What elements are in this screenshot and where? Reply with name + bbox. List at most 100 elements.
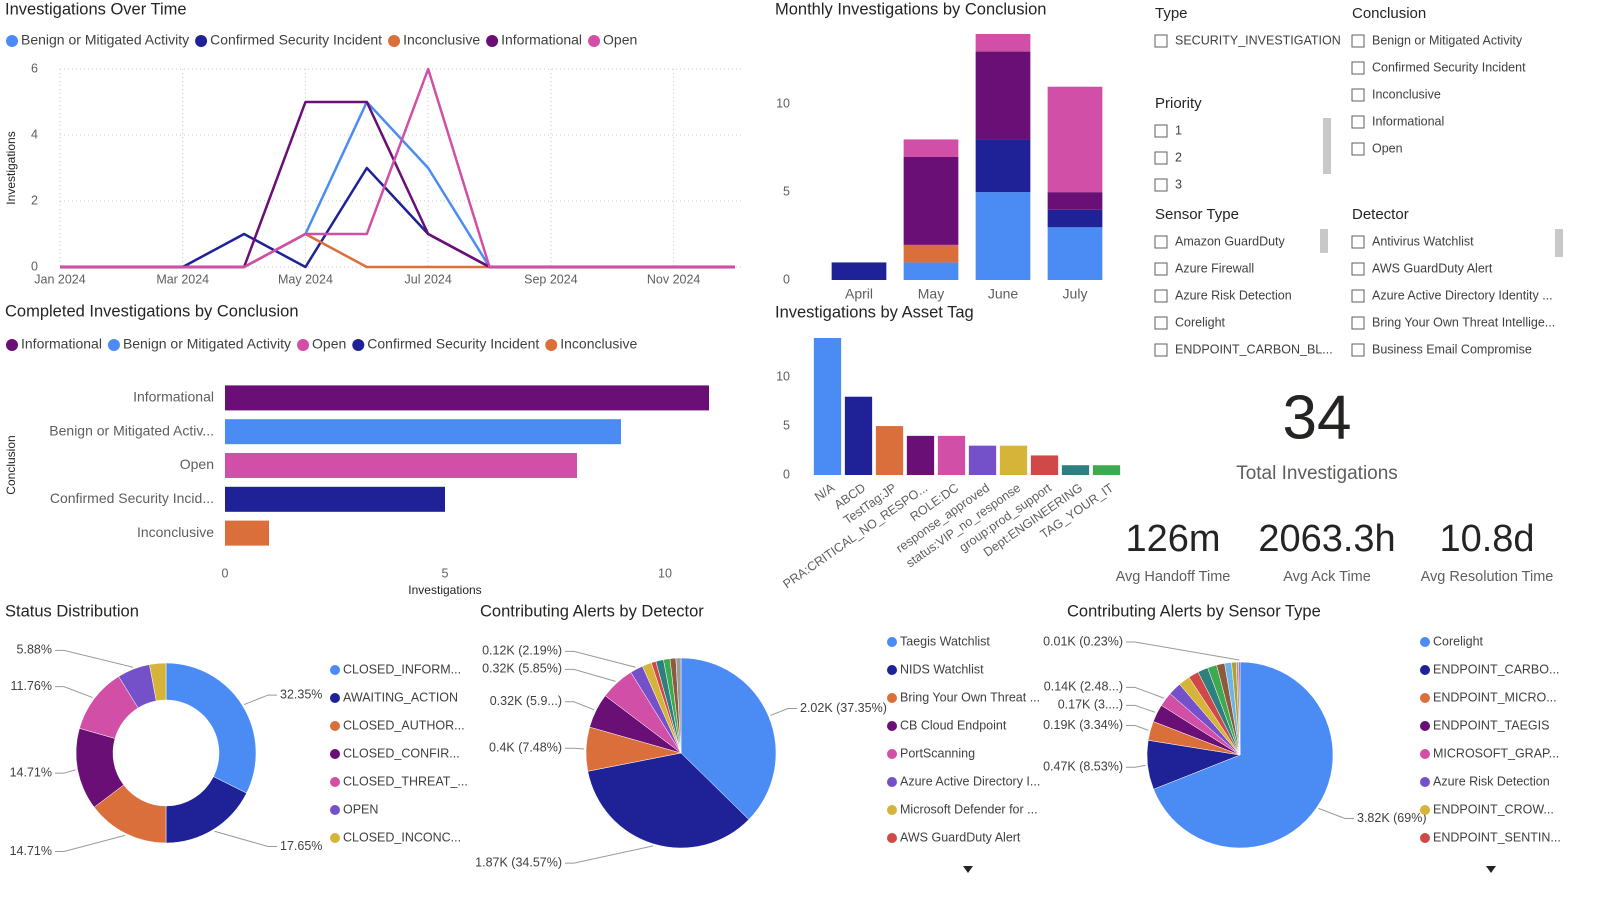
checkbox[interactable] <box>1154 178 1168 192</box>
pie-slice <box>587 752 750 849</box>
slicer-item[interactable]: Benign or Mitigated Activity <box>1372 33 1523 47</box>
checkbox[interactable] <box>1154 151 1168 165</box>
y-tick-label: Inconclusive <box>137 524 214 540</box>
slicer-item[interactable]: 3 <box>1175 177 1182 191</box>
legend-label: CLOSED_INFORM... <box>343 662 461 676</box>
chart-title: Investigations Over Time <box>5 0 187 18</box>
legend-label: Bring Your Own Threat ... <box>900 690 1040 704</box>
legend-marker <box>330 721 340 731</box>
legend-marker <box>1420 637 1430 647</box>
bar-segment <box>903 157 959 245</box>
legend-marker <box>1420 693 1430 703</box>
data-label: 17.65% <box>280 839 322 853</box>
legend-marker <box>887 777 897 787</box>
pie-slice <box>1238 661 1241 756</box>
checkbox[interactable] <box>1351 316 1365 330</box>
checkbox[interactable] <box>1351 262 1365 276</box>
slicer-item[interactable]: Business Email Compromise <box>1372 342 1532 356</box>
legend-marker <box>486 35 499 47</box>
kpi-value: 2063.3h <box>1258 518 1395 560</box>
data-label: 0.32K (5.85%) <box>482 662 562 676</box>
legend-marker <box>330 665 340 675</box>
slicer-item[interactable]: Amazon GuardDuty <box>1175 234 1286 248</box>
checkbox[interactable] <box>1351 343 1365 357</box>
legend-more-arrow[interactable] <box>963 866 973 873</box>
slicer-item[interactable]: Informational <box>1372 114 1444 128</box>
checkbox[interactable] <box>1351 289 1365 303</box>
legend-more-arrow[interactable] <box>1486 866 1496 873</box>
scrollbar[interactable] <box>1555 229 1563 257</box>
checkbox[interactable] <box>1154 316 1168 330</box>
slicer-item[interactable]: Inconclusive <box>1372 87 1441 101</box>
slicer-item[interactable]: Azure Firewall <box>1175 261 1254 275</box>
legend-label: CLOSED_INCONC... <box>343 830 461 844</box>
checkbox[interactable] <box>1351 115 1365 129</box>
slicer-title: Conclusion <box>1352 5 1426 22</box>
legend-label: AWS GuardDuty Alert <box>900 830 1021 844</box>
y-tick-label: Benign or Mitigated Activ... <box>49 422 214 438</box>
leader-line <box>565 650 636 668</box>
legend-label: ENDPOINT_SENTIN... <box>1433 830 1561 844</box>
series-line <box>60 67 735 269</box>
slicer-item[interactable]: AWS GuardDuty Alert <box>1372 261 1493 275</box>
kpi-label: Avg Ack Time <box>1283 569 1371 585</box>
data-label: 0.32K (5.9...) <box>490 694 562 708</box>
x-tick-label: June <box>988 286 1019 302</box>
scrollbar[interactable] <box>1320 229 1328 253</box>
leader-line <box>1126 704 1156 713</box>
checkbox[interactable] <box>1351 142 1365 156</box>
legend-marker <box>887 637 897 647</box>
checkbox[interactable] <box>1351 61 1365 75</box>
checkbox[interactable] <box>1154 262 1168 276</box>
checkbox[interactable] <box>1351 34 1365 48</box>
data-label: 0.47K (8.53%) <box>1043 760 1123 774</box>
checkbox[interactable] <box>1351 88 1365 102</box>
bar <box>1030 455 1059 475</box>
checkbox[interactable] <box>1154 235 1168 249</box>
legend-marker <box>1420 721 1430 731</box>
legend-label: Corelight <box>1433 634 1484 648</box>
kpi-value: 34 <box>1283 383 1352 452</box>
bar <box>875 426 904 475</box>
checkbox[interactable] <box>1154 124 1168 138</box>
legend-label: Informational <box>501 32 582 48</box>
bar-segment <box>1047 209 1103 228</box>
y-tick-label: 6 <box>31 61 38 75</box>
checkbox[interactable] <box>1154 34 1168 48</box>
legend-marker <box>6 35 18 47</box>
slicer-item[interactable]: Antivirus Watchlist <box>1372 234 1474 248</box>
slicer-item[interactable]: ENDPOINT_CARBON_BL... <box>1175 342 1333 356</box>
bar-segment <box>1047 86 1103 193</box>
slicer-item[interactable]: 1 <box>1175 123 1182 137</box>
legend-label: OPEN <box>343 802 378 816</box>
leader-line <box>214 830 277 848</box>
chart-title: Monthly Investigations by Conclusion <box>775 0 1046 18</box>
y-tick-label: 0 <box>783 467 790 481</box>
bar-segment <box>975 192 1031 280</box>
y-tick-label: 5 <box>783 184 790 198</box>
y-tick-label: 10 <box>776 97 790 111</box>
legend-marker <box>887 665 897 675</box>
slicer-item[interactable]: Confirmed Security Incident <box>1372 60 1526 74</box>
slicer-item[interactable]: Corelight <box>1175 315 1226 329</box>
slicer-item[interactable]: 2 <box>1175 150 1182 164</box>
legend-label: Inconclusive <box>560 336 637 352</box>
scrollbar[interactable] <box>1323 118 1331 174</box>
slicer-item[interactable]: Open <box>1372 141 1403 155</box>
slicer-item[interactable]: SECURITY_INVESTIGATION <box>1175 33 1341 47</box>
legend-marker <box>107 339 120 351</box>
x-tick-label: Jan 2024 <box>34 272 85 286</box>
bar <box>968 445 997 475</box>
checkbox[interactable] <box>1154 343 1168 357</box>
data-label: 0.12K (2.19%) <box>482 644 562 658</box>
slicer-item[interactable]: Azure Risk Detection <box>1175 288 1292 302</box>
slicer-item[interactable]: Bring Your Own Threat Intellige... <box>1372 315 1555 329</box>
kpi-value: 10.8d <box>1439 518 1534 560</box>
leader-line <box>55 769 76 774</box>
checkbox[interactable] <box>1154 289 1168 303</box>
legend-marker <box>887 693 897 703</box>
slicer-item[interactable]: Azure Active Directory Identity ... <box>1372 288 1553 302</box>
checkbox[interactable] <box>1351 235 1365 249</box>
series-line <box>60 232 735 269</box>
x-tick-label: Jul 2024 <box>405 272 452 286</box>
